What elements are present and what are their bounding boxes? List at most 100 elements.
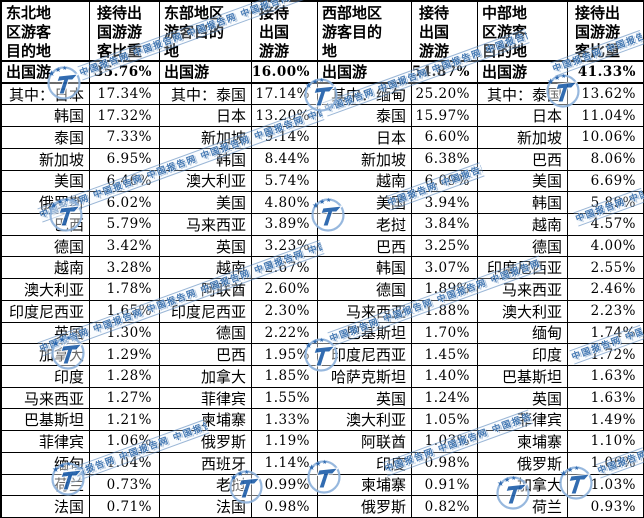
country-cell: 澳大利亚	[160, 170, 252, 193]
country-cell: 日本	[318, 127, 412, 149]
country-cell: 新加坡	[478, 127, 568, 149]
share-cell: 11.04%	[568, 105, 644, 128]
country-cell: 俄罗斯	[478, 452, 568, 475]
share-cell: 1.88%	[412, 300, 478, 323]
country-cell: 其中：泰国	[478, 83, 568, 106]
share-cell: 8.44%	[252, 148, 318, 171]
outbound-total-value: 16.00%	[252, 62, 318, 84]
outbound-total-label: 出国游	[478, 62, 568, 84]
share-cell: 3.84%	[412, 213, 478, 236]
country-cell: 新加坡	[160, 127, 252, 149]
share-cell: 17.32%	[90, 105, 160, 128]
region-header-east: 东部地区游客目的地	[160, 2, 252, 62]
share-cell: 4.57%	[568, 213, 644, 236]
country-cell: 哈萨克斯坦	[318, 365, 412, 388]
share-cell: 1.70%	[412, 322, 478, 345]
share-cell: 3.94%	[412, 192, 478, 214]
share-cell: 1.63%	[568, 387, 644, 410]
share-cell: 1.30%	[90, 322, 160, 345]
share-cell: 1.63%	[568, 365, 644, 388]
share-cell: 6.38%	[412, 148, 478, 171]
country-cell: 韩国	[160, 148, 252, 171]
country-cell: 泰国	[318, 105, 412, 128]
share-cell: 6.46%	[90, 170, 160, 193]
share-cell: 1.33%	[252, 409, 318, 432]
country-cell: 巴西	[318, 235, 412, 258]
country-cell: 印度	[478, 344, 568, 366]
country-cell: 德国	[318, 279, 412, 301]
country-cell: 巴西	[160, 344, 252, 366]
country-cell: 菲律宾	[478, 409, 568, 432]
share-cell: 13.20%	[252, 105, 318, 128]
region-header-central: 中部地区游客目的地	[478, 2, 568, 62]
country-cell: 老挝	[318, 213, 412, 236]
share-cell: 1.29%	[90, 344, 160, 366]
country-cell: 英国	[478, 387, 568, 410]
outbound-total-value: 35.76%	[90, 62, 160, 84]
share-cell: 10.06%	[568, 127, 644, 149]
share-cell: 3.89%	[252, 213, 318, 236]
region-header-northeast: 东北地区游客目的地	[2, 2, 90, 62]
country-cell: 印度	[2, 365, 90, 388]
country-cell: 法国	[2, 496, 90, 518]
country-cell: 印度尼西亚	[160, 300, 252, 323]
country-cell: 巴基斯坦	[478, 365, 568, 388]
share-cell: 25.20%	[412, 83, 478, 106]
share-cell: 15.97%	[412, 105, 478, 128]
country-cell: 印度尼西亚	[318, 344, 412, 366]
share-cell: 3.42%	[90, 235, 160, 258]
country-cell: 越南	[160, 257, 252, 280]
country-cell: 马来西亚	[2, 387, 90, 410]
share-cell: 5.89%	[568, 192, 644, 214]
share-cell: 3.28%	[90, 257, 160, 280]
share-header-northeast: 接待出国游游客比重	[90, 2, 160, 62]
country-cell: 马来西亚	[478, 279, 568, 301]
share-cell: 0.82%	[412, 496, 478, 518]
country-cell: 加拿大	[2, 344, 90, 366]
share-cell: 3.23%	[252, 235, 318, 258]
share-cell: 6.69%	[568, 170, 644, 193]
outbound-total-label: 出国游	[160, 62, 252, 84]
country-cell: 柬埔寨	[478, 431, 568, 453]
share-cell: 1.74%	[568, 322, 644, 345]
country-cell: 老挝	[160, 474, 252, 497]
share-cell: 3.25%	[412, 235, 478, 258]
share-cell: 2.30%	[252, 300, 318, 323]
share-cell: 5.74%	[252, 170, 318, 193]
share-cell: 0.98%	[412, 452, 478, 475]
country-cell: 巴西	[2, 213, 90, 236]
country-cell: 柬埔寨	[318, 474, 412, 497]
share-cell: 0.98%	[252, 496, 318, 518]
share-cell: 1.03%	[568, 474, 644, 497]
country-cell: 泰国	[2, 127, 90, 149]
country-cell: 印度尼西亚	[478, 257, 568, 280]
country-cell: 巴西	[478, 148, 568, 171]
country-cell: 柬埔寨	[160, 409, 252, 432]
country-cell: 巴基斯坦	[318, 322, 412, 345]
country-cell: 阿联酋	[160, 279, 252, 301]
country-cell: 越南	[2, 257, 90, 280]
share-cell: 1.72%	[568, 344, 644, 366]
country-cell: 日本	[478, 105, 568, 128]
country-cell: 韩国	[318, 257, 412, 280]
share-cell: 1.03%	[412, 431, 478, 453]
country-cell: 阿联酋	[318, 431, 412, 453]
country-cell: 菲律宾	[2, 431, 90, 453]
country-cell: 法国	[160, 496, 252, 518]
share-cell: 2.60%	[252, 279, 318, 301]
country-cell: 俄罗斯	[318, 496, 412, 518]
share-header-central: 接待出国游游客比重	[568, 2, 644, 62]
country-cell: 俄罗斯	[2, 192, 90, 214]
share-cell: 0.71%	[90, 496, 160, 518]
share-cell: 2.55%	[568, 257, 644, 280]
share-cell: 13.62%	[568, 83, 644, 106]
country-cell: 韩国	[2, 105, 90, 128]
country-cell: 加拿大	[160, 365, 252, 388]
outbound-total-label: 出国游	[318, 62, 412, 84]
country-cell: 英国	[2, 322, 90, 345]
country-cell: 美国	[160, 192, 252, 214]
country-cell: 德国	[160, 322, 252, 345]
country-cell: 马来西亚	[318, 300, 412, 323]
country-cell: 越南	[318, 170, 412, 193]
